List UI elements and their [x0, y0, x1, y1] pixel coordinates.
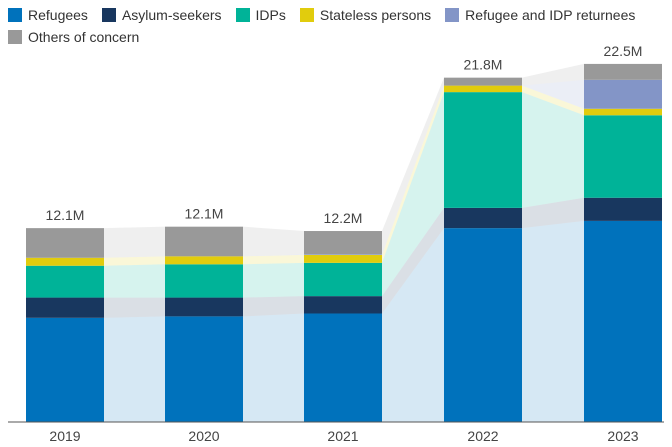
total-label-2022: 21.8M [464, 57, 503, 73]
connector-band-asylum-seekers-2021 [382, 207, 444, 314]
legend-label-asylum-seekers: Asylum-seekers [121, 7, 222, 23]
bar-segment-stateless-persons-2021 [304, 254, 382, 263]
bar-stacks [26, 63, 662, 422]
connector-band-refugees-2019 [104, 316, 165, 422]
connector-band-stateless-persons-2019 [104, 256, 165, 266]
total-label-2019: 12.1M [46, 207, 85, 223]
connector-band-asylum-seekers-2022 [522, 197, 584, 229]
total-labels: 12.1M 12.1M 12.2M 21.8M 22.5M [46, 43, 643, 226]
legend-swatch-idps [235, 8, 250, 22]
total-label-2023: 22.5M [604, 43, 643, 59]
bar-segment-others-of-concern-2021 [304, 231, 382, 255]
bar-segment-refugees-2023 [584, 220, 662, 422]
connector-band-stateless-persons-2020 [243, 254, 304, 265]
legend-swatch-refugees [8, 8, 22, 22]
bar-segment-asylum-seekers-2019 [26, 297, 104, 318]
x-tick-label-2021: 2021 [327, 428, 358, 444]
connector-band-asylum-seekers-2019 [104, 297, 165, 318]
x-tick-label-2020: 2020 [188, 428, 219, 444]
connector-band-others-of-concern-2020 [243, 226, 304, 257]
legend-label-stateless-persons: Stateless persons [319, 7, 432, 23]
bar-segment-asylum-seekers-2020 [165, 297, 243, 317]
legend-item-asylum-seekers: Asylum-seekers [101, 6, 222, 24]
bar-segment-stateless-persons-2019 [26, 257, 104, 266]
bar-segment-refugees-2020 [165, 316, 243, 422]
bar-segment-idps-2019 [26, 265, 104, 298]
bar-segment-refugee-and-idp-returnees-2021 [304, 254, 382, 255]
x-tick-label-2023: 2023 [607, 428, 638, 444]
total-label-2020: 12.1M [185, 206, 224, 222]
connector-band-others-of-concern-2019 [104, 226, 165, 258]
connector-band-idps-2022 [522, 92, 584, 208]
connector-band-idps-2021 [382, 92, 444, 297]
connector-band-refugees-2022 [522, 220, 584, 422]
legend-item-others-of-concern: Others of concern [8, 28, 139, 46]
bar-segment-refugees-2021 [304, 313, 382, 422]
legend-item-returnees: Refugee and IDP returnees [445, 6, 635, 24]
bar-segment-others-of-concern-2022 [444, 77, 522, 86]
legend-label-idps: IDPs [255, 7, 286, 23]
connector-band-others-of-concern-2021 [382, 77, 444, 255]
connector-band-stateless-persons-2022 [522, 85, 584, 116]
connector-bands [104, 63, 584, 422]
legend-item-idps: IDPs [235, 6, 286, 24]
bar-segment-asylum-seekers-2022 [444, 207, 522, 229]
bar-segment-asylum-seekers-2023 [584, 197, 662, 221]
connector-band-refugee-and-idp-returnees-2022 [522, 79, 584, 109]
connector-band-refugee-and-idp-returnees-2020 [243, 254, 304, 257]
bar-segment-idps-2021 [304, 262, 382, 297]
x-tick-label-2019: 2019 [49, 428, 80, 444]
total-label-2021: 12.2M [324, 210, 363, 226]
legend-swatch-asylum-seekers [101, 8, 116, 22]
connector-band-others-of-concern-2022 [522, 63, 584, 86]
bar-segment-others-of-concern-2020 [165, 226, 243, 257]
connector-band-refugees-2021 [382, 228, 444, 422]
legend-swatch-returnees [445, 8, 460, 22]
x-tick-label-2022: 2022 [467, 428, 498, 444]
bar-segment-refugees-2019 [26, 317, 104, 422]
bar-segment-asylum-seekers-2021 [304, 296, 382, 314]
bar-segment-stateless-persons-2023 [584, 108, 662, 116]
bar-segment-others-of-concern-2023 [584, 63, 662, 80]
legend-label-refugees: Refugees [28, 7, 88, 23]
bar-segment-stateless-persons-2022 [444, 85, 522, 93]
connector-band-asylum-seekers-2020 [243, 296, 304, 317]
legend-label-others-of-concern: Others of concern [28, 29, 140, 45]
legend-item-stateless-persons: Stateless persons [299, 6, 432, 24]
legend-swatch-stateless-persons [299, 8, 314, 22]
connector-band-stateless-persons-2021 [382, 85, 444, 263]
connector-band-idps-2020 [243, 262, 304, 298]
bar-segment-others-of-concern-2019 [26, 228, 104, 258]
bar-segment-idps-2023 [584, 115, 662, 198]
connector-band-idps-2019 [104, 264, 165, 298]
bar-segment-idps-2020 [165, 264, 243, 298]
legend-item-refugees: Refugees [8, 6, 88, 24]
bar-segment-idps-2022 [444, 92, 522, 208]
legend-swatch-others-of-concern [8, 30, 22, 44]
bar-segment-stateless-persons-2020 [165, 256, 243, 265]
bar-segment-refugee-and-idp-returnees-2023 [584, 79, 662, 109]
x-axis-tick-labels: 2019 2020 2021 2022 2023 [49, 428, 638, 444]
connector-band-refugees-2020 [243, 313, 304, 422]
legend-label-returnees: Refugee and IDP returnees [465, 7, 636, 23]
chart-legend: Refugees Asylum-seekers IDPs Stateless p… [8, 6, 658, 46]
connector-band-refugee-and-idp-returnees-2021 [382, 85, 444, 255]
bar-segment-refugees-2022 [444, 228, 522, 422]
